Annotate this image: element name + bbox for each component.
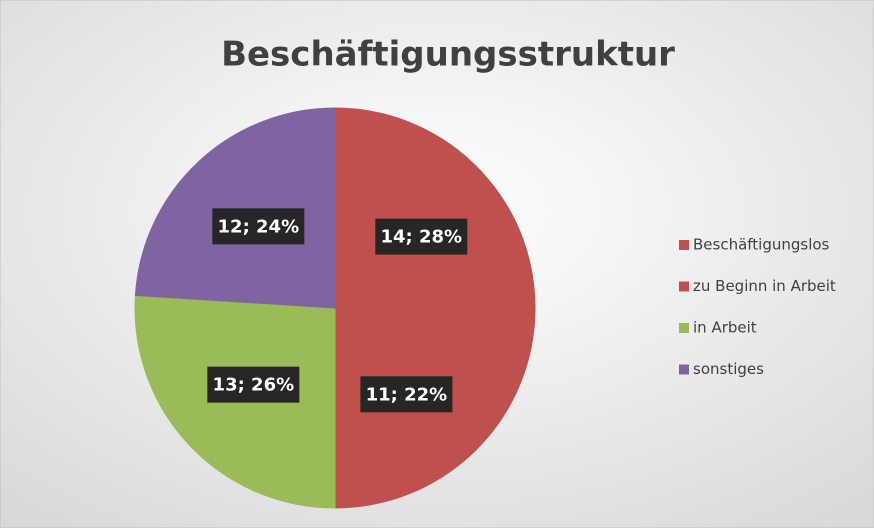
data-label-box [207,366,300,403]
legend-swatch [679,281,689,292]
chart-title: Beschäftigungsstruktur [221,35,675,75]
legend-swatch [679,364,689,375]
legend-label: in Arbeit [693,319,757,337]
legend-label: sonstiges [693,360,764,378]
data-label-box [212,208,305,245]
legend-label: Beschäftigungslos [693,236,830,254]
data-label: 11; 22% [366,384,448,405]
data-label: 12; 24% [218,216,300,237]
legend-label: zu Beginn in Arbeit [693,277,836,295]
data-label-box [375,218,468,255]
data-label-box [360,376,453,413]
data-label: 13; 26% [213,375,295,396]
legend-swatch [679,323,689,333]
pie-slice [134,107,336,309]
data-label: 14; 28% [380,227,462,248]
legend-swatch [679,240,689,250]
